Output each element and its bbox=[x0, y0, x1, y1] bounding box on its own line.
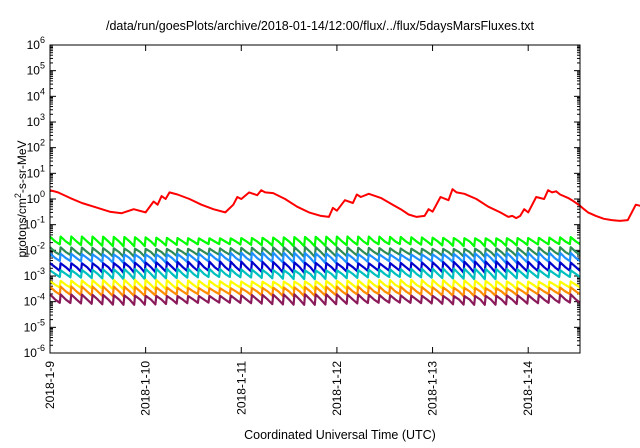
series-line-8 bbox=[49, 285, 581, 298]
x-tick-label: 2018-1-14 bbox=[521, 361, 535, 416]
y-tick-label: 10-6 bbox=[24, 343, 45, 360]
series-line-7 bbox=[49, 278, 581, 291]
y-tick-label: 101 bbox=[27, 163, 45, 180]
chart-title: /data/run/goesPlots/archive/2018-01-14/1… bbox=[105, 19, 534, 33]
x-tick-label: 2018-1-9 bbox=[43, 361, 57, 409]
y-tick-label: 102 bbox=[27, 138, 45, 155]
y-tick-label: 104 bbox=[27, 86, 45, 103]
y-tick-label: 105 bbox=[27, 61, 45, 78]
series-line-1 bbox=[49, 188, 640, 222]
y-tick-label: 10-4 bbox=[24, 292, 45, 309]
y-tick-label: 10-2 bbox=[24, 240, 45, 257]
y-tick-label: 106 bbox=[27, 35, 45, 52]
x-tick-label: 2018-1-10 bbox=[139, 361, 153, 416]
series-line-4 bbox=[49, 251, 581, 265]
y-tick-label: 10-1 bbox=[24, 215, 45, 232]
y-tick-label: 100 bbox=[27, 189, 45, 206]
x-tick-label: 2018-1-12 bbox=[330, 361, 344, 416]
y-tick-label: 10-3 bbox=[24, 266, 45, 283]
y-tick-label: 10-5 bbox=[24, 317, 45, 334]
plot-frame bbox=[49, 44, 581, 354]
x-axis-title: Coordinated Universal Time (UTC) bbox=[244, 428, 436, 442]
series-line-6 bbox=[49, 267, 581, 281]
series-line-3 bbox=[49, 246, 581, 258]
y-tick-label: 103 bbox=[27, 112, 45, 129]
x-tick-label: 2018-1-11 bbox=[234, 361, 248, 415]
y-axis-title: protons/cm2-s-sr-MeV bbox=[13, 140, 29, 257]
series-line-2 bbox=[49, 235, 581, 248]
series-line-5 bbox=[49, 260, 581, 274]
x-tick-label: 2018-1-13 bbox=[426, 361, 440, 416]
series-line-9 bbox=[49, 293, 581, 306]
